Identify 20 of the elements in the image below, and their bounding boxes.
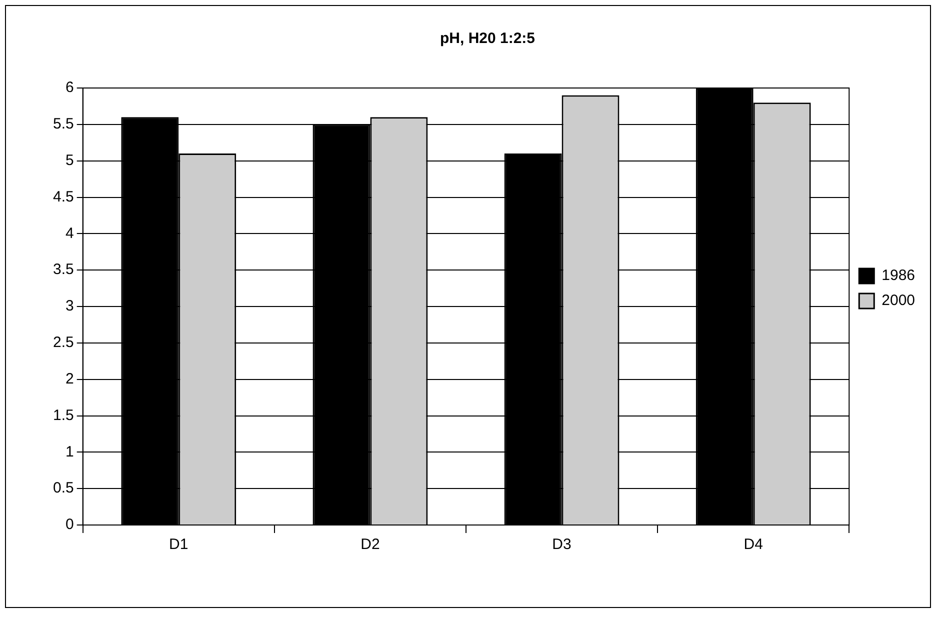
y-tick-label: 3.5	[52, 261, 74, 278]
y-tick-label: 0	[66, 516, 74, 534]
chart-title: pH, H20 1:2:5	[440, 30, 536, 48]
x-tick-label: D2	[360, 536, 380, 554]
x-tick-label: D4	[744, 536, 763, 554]
y-tick-label: 5.5	[52, 116, 74, 133]
legend-label: 2000	[882, 292, 916, 310]
y-tick-label: 2.5	[52, 334, 74, 352]
y-tick-label: 2	[66, 370, 74, 388]
y-tick-label: 4	[66, 224, 74, 242]
y-tick-label: 1.5	[52, 406, 74, 424]
y-tick-label: 4.5	[52, 188, 74, 206]
y-tick-label: 5	[66, 152, 74, 169]
y-tick-label: 6	[66, 79, 74, 96]
x-tick-label: D3	[552, 536, 572, 554]
y-tick-label: 1	[66, 443, 74, 460]
y-tick-label: 3	[66, 298, 74, 315]
y-tick-label: 0.5	[52, 480, 74, 497]
x-tick-label: D1	[169, 536, 188, 554]
legend-label: 1986	[882, 267, 916, 284]
